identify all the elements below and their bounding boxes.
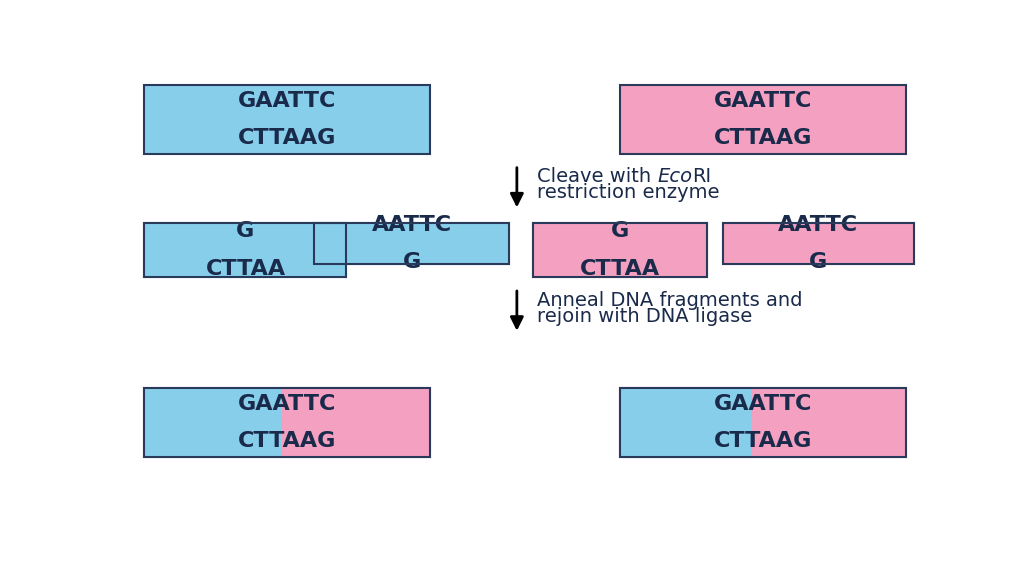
Bar bbox=[620, 388, 905, 457]
Text: AATTC: AATTC bbox=[778, 215, 858, 235]
Bar bbox=[620, 388, 905, 457]
Text: G: G bbox=[611, 221, 629, 242]
Text: Cleave with: Cleave with bbox=[537, 167, 657, 186]
Bar bbox=[314, 223, 509, 264]
Text: restriction enzyme: restriction enzyme bbox=[537, 183, 719, 202]
Text: CTTAA: CTTAA bbox=[206, 259, 286, 279]
Bar bbox=[143, 223, 346, 277]
Bar bbox=[532, 223, 708, 277]
Text: CTTAAG: CTTAAG bbox=[714, 431, 812, 451]
Bar bbox=[143, 388, 430, 457]
Bar bbox=[143, 85, 430, 154]
Text: CTTAAG: CTTAAG bbox=[714, 128, 812, 148]
Text: GAATTC: GAATTC bbox=[714, 393, 812, 414]
Bar bbox=[283, 388, 430, 457]
Bar bbox=[143, 388, 430, 457]
Bar bbox=[620, 388, 751, 457]
Bar bbox=[532, 223, 708, 277]
Bar bbox=[314, 223, 509, 264]
Text: GAATTC: GAATTC bbox=[714, 90, 812, 111]
Text: CTTAAG: CTTAAG bbox=[238, 128, 336, 148]
Text: G: G bbox=[809, 252, 827, 272]
Text: G: G bbox=[237, 221, 255, 242]
Text: AATTC: AATTC bbox=[372, 215, 453, 235]
Text: CTTAA: CTTAA bbox=[580, 259, 660, 279]
Text: rejoin with DNA ligase: rejoin with DNA ligase bbox=[537, 307, 752, 326]
Text: GAATTC: GAATTC bbox=[238, 393, 336, 414]
Bar bbox=[723, 223, 913, 264]
Text: G: G bbox=[403, 252, 421, 272]
Text: RI: RI bbox=[692, 167, 712, 186]
Bar bbox=[143, 223, 346, 277]
Text: GAATTC: GAATTC bbox=[238, 90, 336, 111]
Text: CTTAAG: CTTAAG bbox=[238, 431, 336, 451]
Bar bbox=[723, 223, 913, 264]
Bar bbox=[620, 85, 905, 154]
Text: Anneal DNA fragments and: Anneal DNA fragments and bbox=[537, 291, 802, 310]
Text: Eco: Eco bbox=[657, 167, 692, 186]
